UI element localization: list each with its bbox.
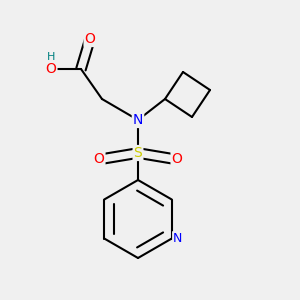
Text: H: H	[47, 52, 55, 62]
Text: O: O	[46, 62, 56, 76]
Text: O: O	[94, 152, 104, 166]
Text: O: O	[172, 152, 182, 166]
Text: N: N	[173, 232, 182, 245]
Text: S: S	[134, 146, 142, 160]
Text: N: N	[133, 113, 143, 127]
Text: O: O	[85, 32, 95, 46]
